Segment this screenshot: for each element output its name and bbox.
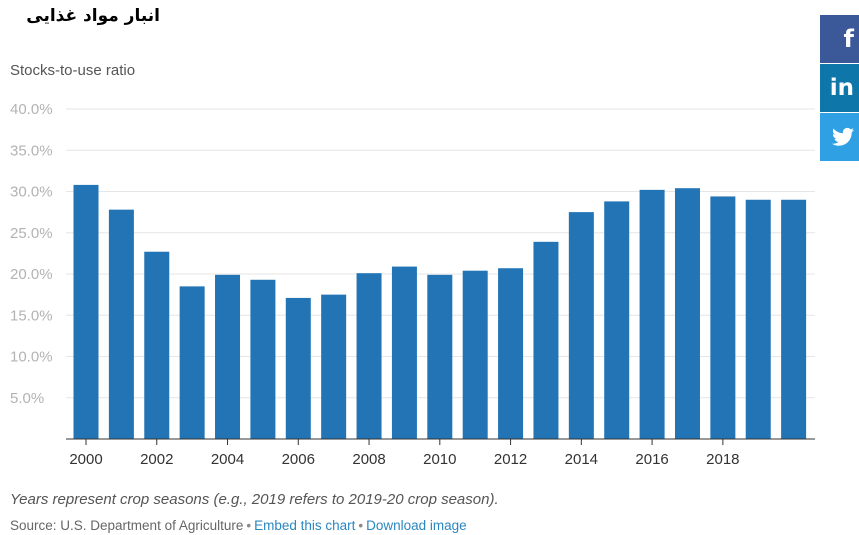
x-tick-label: 2008 bbox=[352, 451, 385, 468]
y-axis-ticks: 5.0% 10.0% 15.0% 20.0% 25.0% 30.0% 35.0% 40.0% bbox=[10, 101, 53, 407]
bar-chart: 5.0%10.0%15.0%20.0%25.0%30.0%35.0%40.0% … bbox=[10, 101, 815, 468]
facebook-share-button[interactable]: f bbox=[820, 15, 859, 63]
bar-2004 bbox=[215, 274, 241, 439]
twitter-icon bbox=[832, 127, 854, 146]
download-image-link[interactable]: Download image bbox=[366, 518, 467, 533]
linkedin-share-button[interactable]: in bbox=[820, 64, 859, 112]
bar-2006 bbox=[285, 297, 311, 439]
bar-2000 bbox=[73, 184, 99, 439]
bar-2010 bbox=[427, 274, 453, 439]
x-tick-label: 2000 bbox=[69, 451, 102, 468]
source-text: Source: U.S. Department of Agriculture bbox=[10, 518, 244, 533]
bar-2014 bbox=[568, 212, 594, 439]
x-tick-label: 2010 bbox=[423, 451, 456, 468]
bar-2011 bbox=[462, 270, 488, 439]
chart-title: انبار مواد غذایی bbox=[26, 6, 160, 26]
bar-2013 bbox=[533, 241, 559, 439]
bar-2009 bbox=[391, 266, 417, 439]
bar-2018 bbox=[710, 196, 736, 439]
y-tick-label: 25.0% bbox=[10, 225, 53, 242]
x-tick-label: 2002 bbox=[140, 451, 173, 468]
bar-2002 bbox=[144, 251, 170, 439]
y-tick-label: 35.0% bbox=[10, 142, 53, 159]
footnote: Years represent crop seasons (e.g., 2019… bbox=[10, 491, 499, 508]
bar-2008 bbox=[356, 273, 382, 439]
x-axis-ticks: 2000 2002 2004 2006 2008 2010 2012 2014 2016 2018 bbox=[69, 439, 740, 468]
y-tick-label: 40.0% bbox=[10, 101, 53, 118]
y-tick-label: 30.0% bbox=[10, 184, 53, 201]
x-tick-label: 2018 bbox=[706, 451, 739, 468]
bar-2017 bbox=[674, 188, 700, 439]
bar-2005 bbox=[250, 279, 276, 439]
y-tick-label: 5.0% bbox=[10, 390, 44, 407]
linkedin-icon: in bbox=[829, 75, 854, 101]
bar-2020 bbox=[781, 199, 807, 439]
bar-2001 bbox=[108, 209, 134, 439]
bar-2019 bbox=[745, 199, 771, 439]
twitter-share-button[interactable] bbox=[820, 113, 859, 161]
y-axis-label: Stocks-to-use ratio bbox=[10, 62, 136, 79]
bars bbox=[73, 184, 807, 439]
bar-2012 bbox=[498, 268, 524, 439]
x-tick-label: 2014 bbox=[565, 451, 598, 468]
y-tick-label: 15.0% bbox=[10, 307, 53, 324]
bar-2015 bbox=[604, 201, 630, 439]
bar-2016 bbox=[639, 189, 665, 439]
y-tick-label: 10.0% bbox=[10, 349, 53, 366]
separator: • bbox=[358, 518, 364, 533]
bar-2007 bbox=[321, 294, 347, 439]
x-tick-label: 2006 bbox=[282, 451, 315, 468]
source-line: Source: U.S. Department of Agriculture • E… bbox=[10, 518, 467, 533]
x-tick-label: 2016 bbox=[635, 451, 668, 468]
x-tick-label: 2004 bbox=[211, 451, 244, 468]
embed-chart-link[interactable]: Embed this chart bbox=[254, 518, 356, 533]
facebook-icon: f bbox=[843, 25, 854, 53]
separator: • bbox=[246, 518, 252, 533]
y-tick-label: 20.0% bbox=[10, 266, 53, 283]
social-share-bar: f in bbox=[820, 15, 859, 162]
x-tick-label: 2012 bbox=[494, 451, 527, 468]
bar-2003 bbox=[179, 286, 205, 439]
